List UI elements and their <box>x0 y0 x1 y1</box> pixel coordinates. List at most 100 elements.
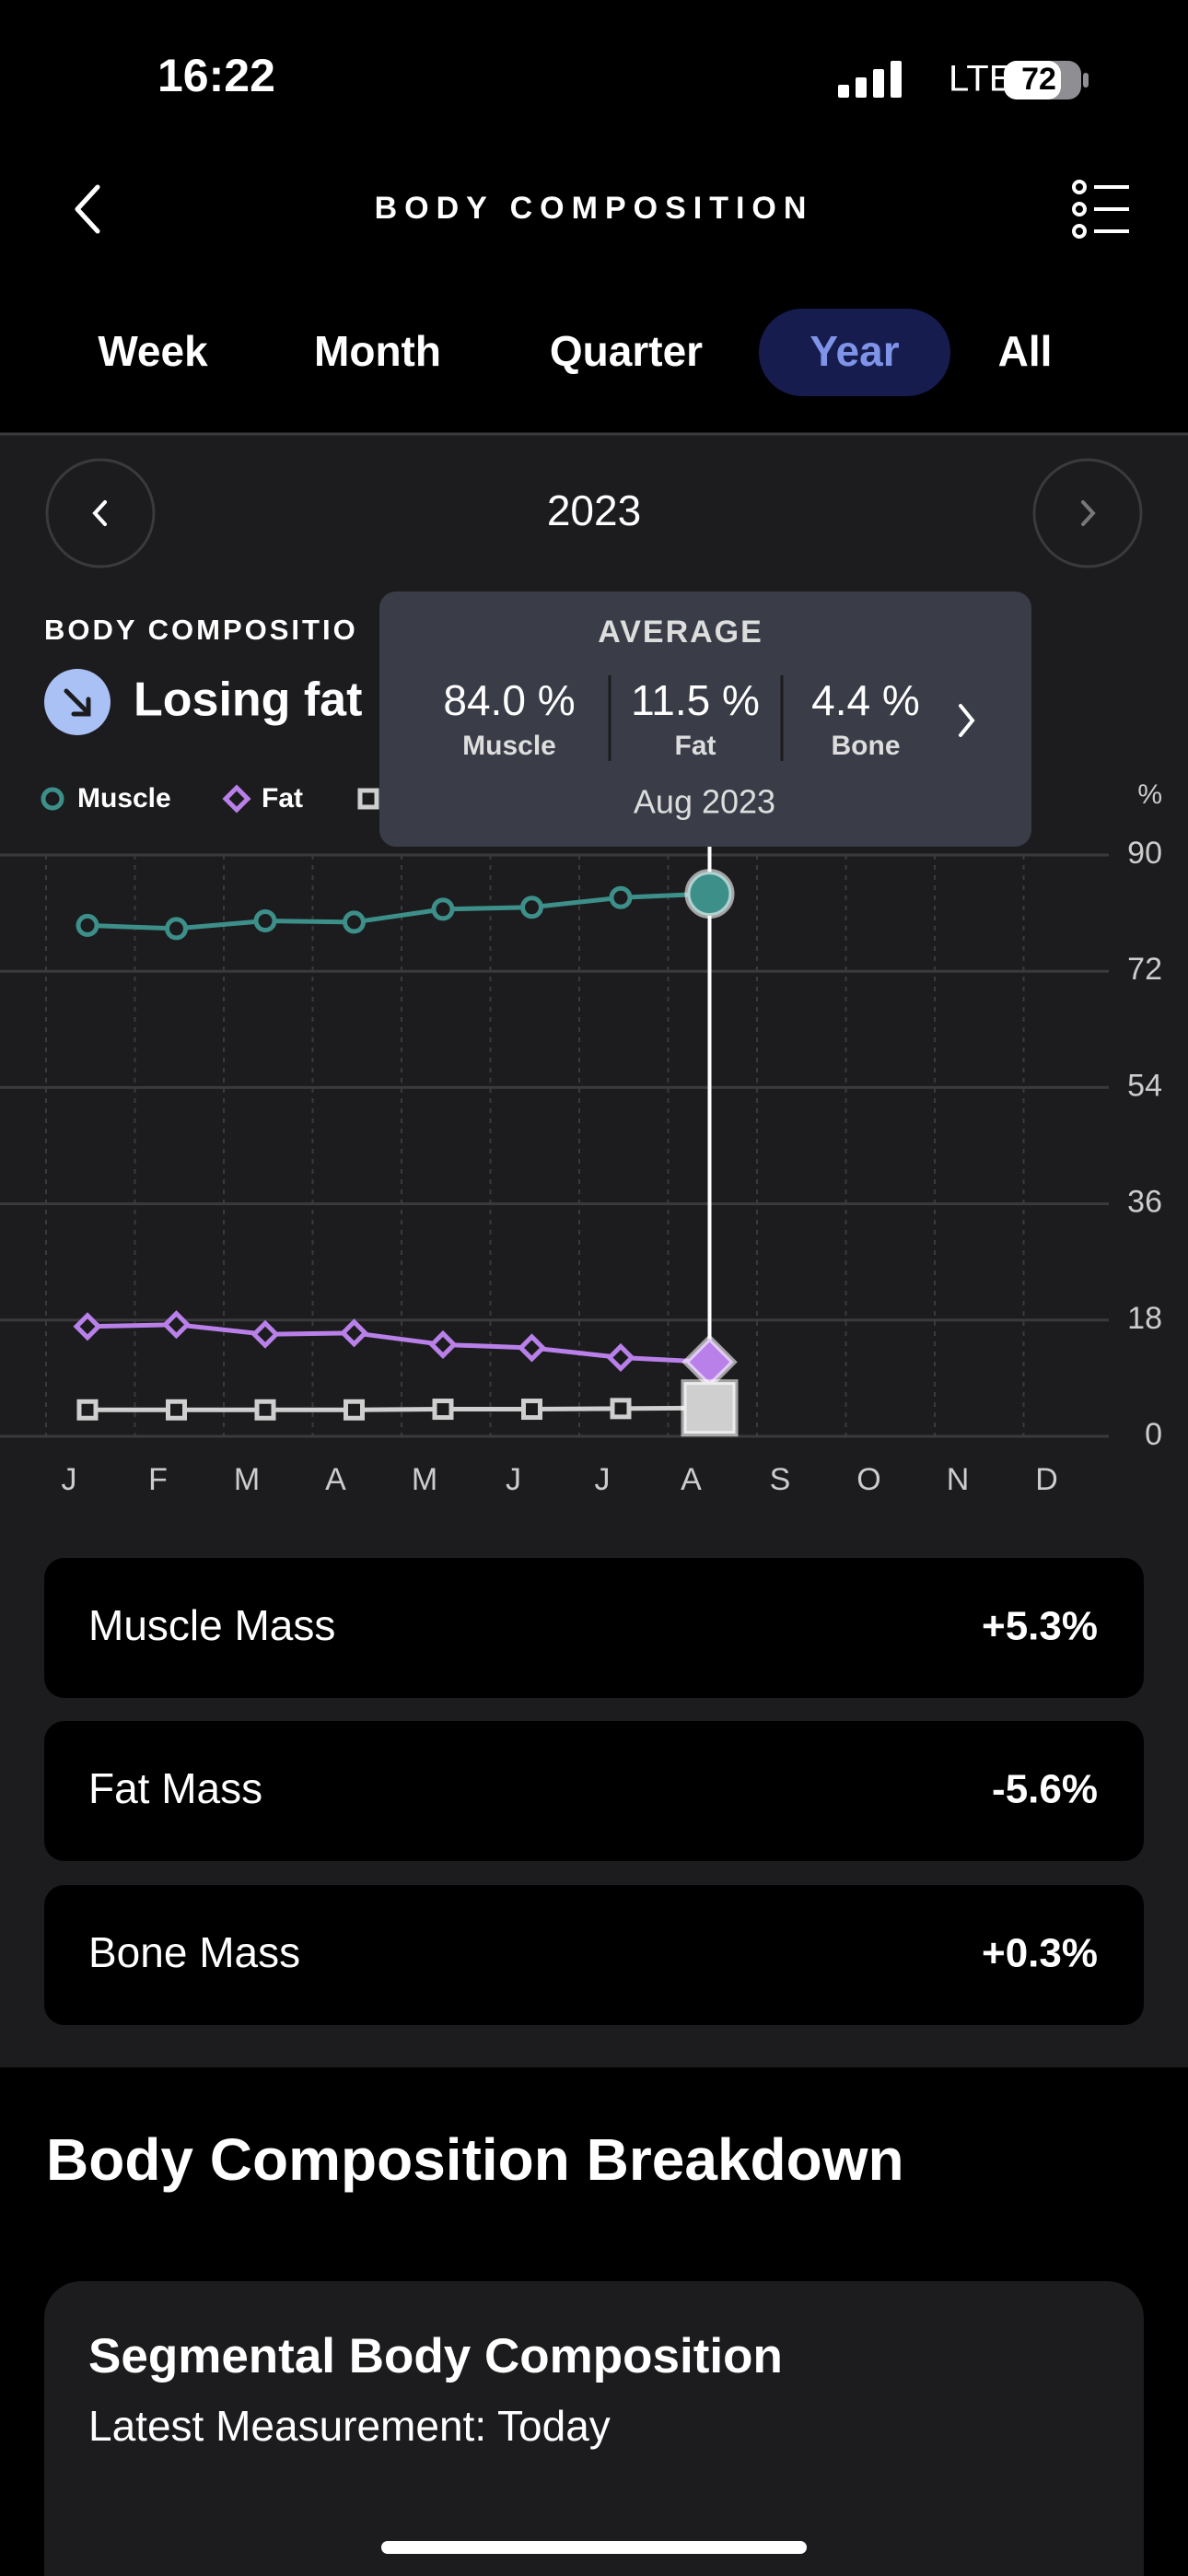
y-tick-label: 72 <box>1127 952 1162 987</box>
bone-point <box>610 1398 632 1420</box>
x-tick-label: J <box>62 1462 77 1497</box>
next-period[interactable] <box>1032 458 1143 568</box>
muscle-point <box>76 913 99 937</box>
tooltip-value: 84.0 % <box>443 676 575 724</box>
menu-button[interactable] <box>1072 180 1129 239</box>
bone-point <box>76 1399 99 1421</box>
legend-label: Fat <box>262 783 303 814</box>
muscle-point <box>343 910 366 934</box>
stat-label: Bone Mass <box>88 1928 300 1976</box>
muscle-point <box>431 897 455 921</box>
x-tick-label: D <box>1035 1462 1058 1497</box>
legend-icon <box>222 784 251 814</box>
stat-card[interactable] <box>44 1721 1144 1861</box>
stat-label: Muscle Mass <box>88 1601 335 1649</box>
muscle-point <box>520 896 543 919</box>
fat-point <box>517 1333 547 1363</box>
stat-value: +5.3% <box>982 1604 1098 1649</box>
period-label: 2023 <box>547 486 641 534</box>
back-button[interactable] <box>75 184 100 234</box>
series-line <box>87 1405 710 1412</box>
stat-label: Fat Mass <box>88 1764 262 1812</box>
tooltip-label: Muscle <box>462 731 556 761</box>
y-tick-label: 90 <box>1127 836 1162 871</box>
signal-icon <box>838 61 902 98</box>
fat-point <box>161 1310 192 1340</box>
tooltip: AVERAGE 84.0 % Muscle 11.5 % Fat 4.4 % Bone Aug… <box>379 591 1031 847</box>
stat-value: +0.3% <box>982 1931 1098 1976</box>
legend-label: Muscle <box>77 783 171 814</box>
x-tick-label: J <box>506 1462 521 1497</box>
tooltip-date: Aug 2023 <box>634 783 775 821</box>
tooltip-label: Fat <box>675 731 716 761</box>
home-indicator <box>381 2541 807 2554</box>
tab[interactable]: Year <box>809 327 899 375</box>
status-network: LTE <box>949 59 1013 100</box>
series-line <box>87 1322 710 1364</box>
stats: Muscle Mass +5.3% Fat Mass -5.6% Bone Mass +0… <box>44 1558 1144 2025</box>
card-subtitle: Latest Measurement: Today <box>88 2402 611 2450</box>
fat-point <box>606 1342 635 1373</box>
bone-point <box>681 1379 739 1437</box>
tooltip-title: AVERAGE <box>598 615 763 650</box>
stat-value: -5.6% <box>992 1767 1098 1812</box>
bone-point <box>432 1399 454 1421</box>
tab[interactable]: Quarter <box>550 327 703 375</box>
tab[interactable]: Month <box>314 327 441 375</box>
stat-card[interactable] <box>44 1558 1144 1698</box>
section-label: BODY COMPOSITIO <box>44 614 358 646</box>
tooltip-value: 4.4 % <box>811 676 920 724</box>
fat-point <box>250 1319 280 1349</box>
muscle-point <box>684 869 735 919</box>
bone-point <box>344 1399 365 1421</box>
series-line <box>87 891 710 931</box>
x-tick-label: N <box>947 1462 970 1497</box>
prev-arrow <box>92 500 107 526</box>
card-title: Segmental Body Composition <box>88 2329 783 2383</box>
trend-label: Losing fat <box>134 673 362 727</box>
bone-point <box>254 1399 276 1421</box>
muscle-point <box>165 917 188 941</box>
y-tick-label: 54 <box>1127 1068 1162 1103</box>
y-axis-label: % <box>1137 779 1162 810</box>
breakdown-card[interactable] <box>44 2281 1144 2576</box>
x-tick-label: S <box>770 1462 791 1497</box>
tab[interactable]: Week <box>98 327 208 375</box>
fat-point <box>73 1312 102 1341</box>
tooltip-label: Bone <box>832 731 901 761</box>
breakdown-title: Body Composition Breakdown <box>46 2126 904 2193</box>
status-time: 16:22 <box>157 50 275 101</box>
x-tick-label: M <box>234 1462 260 1497</box>
x-tick-label: J <box>595 1462 611 1497</box>
muscle-point <box>609 885 633 909</box>
tab-bar: Week Month Quarter Year All <box>98 309 1052 396</box>
prev-period[interactable] <box>45 458 156 568</box>
x-tick-label: O <box>856 1462 880 1497</box>
fat-point <box>339 1318 369 1348</box>
muscle-point <box>253 909 277 933</box>
y-tick-label: 36 <box>1127 1185 1162 1220</box>
fat-point <box>428 1329 458 1359</box>
tab-selected-pill <box>759 309 950 396</box>
battery-level: 72 <box>1021 62 1056 97</box>
tooltip-box[interactable] <box>379 591 1031 847</box>
tooltip-chevron <box>959 704 975 737</box>
x-tick-label: F <box>148 1462 168 1497</box>
tab[interactable]: All <box>998 327 1053 375</box>
header-title: BODY COMPOSITION <box>375 191 814 226</box>
battery-icon <box>1004 61 1089 100</box>
stat-card[interactable] <box>44 1885 1144 2025</box>
legend-icon <box>41 787 64 811</box>
trend-arrow <box>64 688 91 717</box>
y-tick-label: 0 <box>1145 1417 1162 1452</box>
y-tick-label: 18 <box>1127 1301 1162 1336</box>
x-tick-label: M <box>412 1462 437 1497</box>
x-tick-label: A <box>681 1462 702 1497</box>
x-tick-label: A <box>325 1462 346 1497</box>
bone-point <box>521 1399 542 1421</box>
next-arrow <box>1081 500 1096 526</box>
bone-point <box>166 1399 187 1421</box>
